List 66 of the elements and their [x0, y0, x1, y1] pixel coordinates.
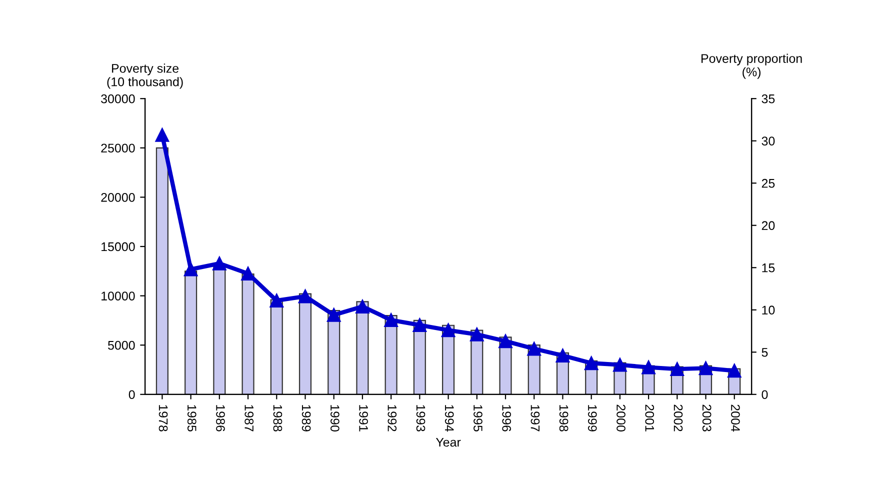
point — [613, 358, 627, 372]
point — [241, 266, 255, 280]
x-tick-label: 2002 — [674, 404, 683, 432]
x-tick-label: 2003 — [702, 404, 712, 432]
y2-tick-label: 20 — [762, 221, 775, 230]
point — [298, 289, 312, 304]
x-tick-label: 2000 — [616, 404, 626, 432]
x-axis-title: Year — [436, 438, 461, 447]
x-tick-label: 2004 — [731, 404, 740, 432]
x-tick-label: 1999 — [588, 405, 597, 432]
x-tick-label: 1987 — [244, 405, 254, 432]
x-tick-label: 1991 — [359, 405, 368, 432]
point — [326, 308, 341, 322]
x-tick-label: 1995 — [474, 405, 482, 432]
point — [441, 323, 456, 338]
x-tick-label: 2001 — [645, 404, 654, 432]
point — [270, 294, 284, 308]
y-tick-label: 5000 — [108, 340, 135, 350]
x-tick-label: 1989 — [302, 405, 311, 432]
y2-tick-label: 35 — [762, 94, 775, 104]
x-tick-label: 1988 — [273, 405, 282, 432]
point — [670, 362, 684, 376]
x-tick-label: 1993 — [416, 405, 426, 432]
y2-tick-label: 10 — [762, 306, 775, 315]
point — [498, 334, 512, 348]
bar — [270, 299, 283, 394]
point — [727, 364, 742, 378]
x-tick-label: 1992 — [388, 405, 397, 432]
x-tick-label: 1985 — [187, 405, 196, 432]
y2-tick-label: 0 — [762, 390, 768, 400]
y2-tick-label: 5 — [762, 348, 768, 357]
x-tick-label: 1986 — [216, 405, 225, 432]
x-tick-label: 1996 — [502, 405, 512, 432]
bar — [242, 274, 254, 394]
point — [356, 300, 370, 314]
bar — [156, 147, 168, 394]
x-tick-label: 1997 — [530, 405, 540, 432]
point — [556, 348, 570, 362]
y-tick-label: 25000 — [101, 144, 135, 153]
y-tick-label: 10000 — [102, 292, 135, 300]
y2-tick-label: 15 — [762, 264, 775, 272]
bar — [213, 266, 226, 394]
y2-tick-label: 25 — [762, 178, 775, 188]
bar — [184, 270, 198, 394]
y-axis-title: Poverty size (10 thousand) — [107, 64, 183, 89]
point — [212, 256, 226, 270]
y2-tick-label: 30 — [762, 136, 775, 146]
y-tick-label: 30000 — [101, 94, 135, 104]
point — [527, 342, 542, 356]
x-tick-label: 1978 — [158, 405, 168, 432]
y-tick-label: 0 — [128, 390, 135, 400]
y-tick-label: 15000 — [102, 242, 135, 252]
y-tick-label: 20000 — [101, 193, 135, 202]
point — [470, 327, 484, 342]
point — [412, 318, 427, 332]
point — [642, 360, 656, 374]
x-tick-label: 1998 — [559, 405, 568, 432]
point — [384, 313, 398, 327]
point — [698, 361, 713, 376]
point — [184, 262, 198, 276]
point — [155, 128, 170, 142]
x-tick-label: 1994 — [444, 405, 454, 432]
bar — [298, 293, 312, 394]
y2-axis-title: Poverty proportion (%) — [702, 54, 802, 79]
x-tick-label: 1990 — [330, 405, 340, 432]
point — [584, 356, 598, 370]
